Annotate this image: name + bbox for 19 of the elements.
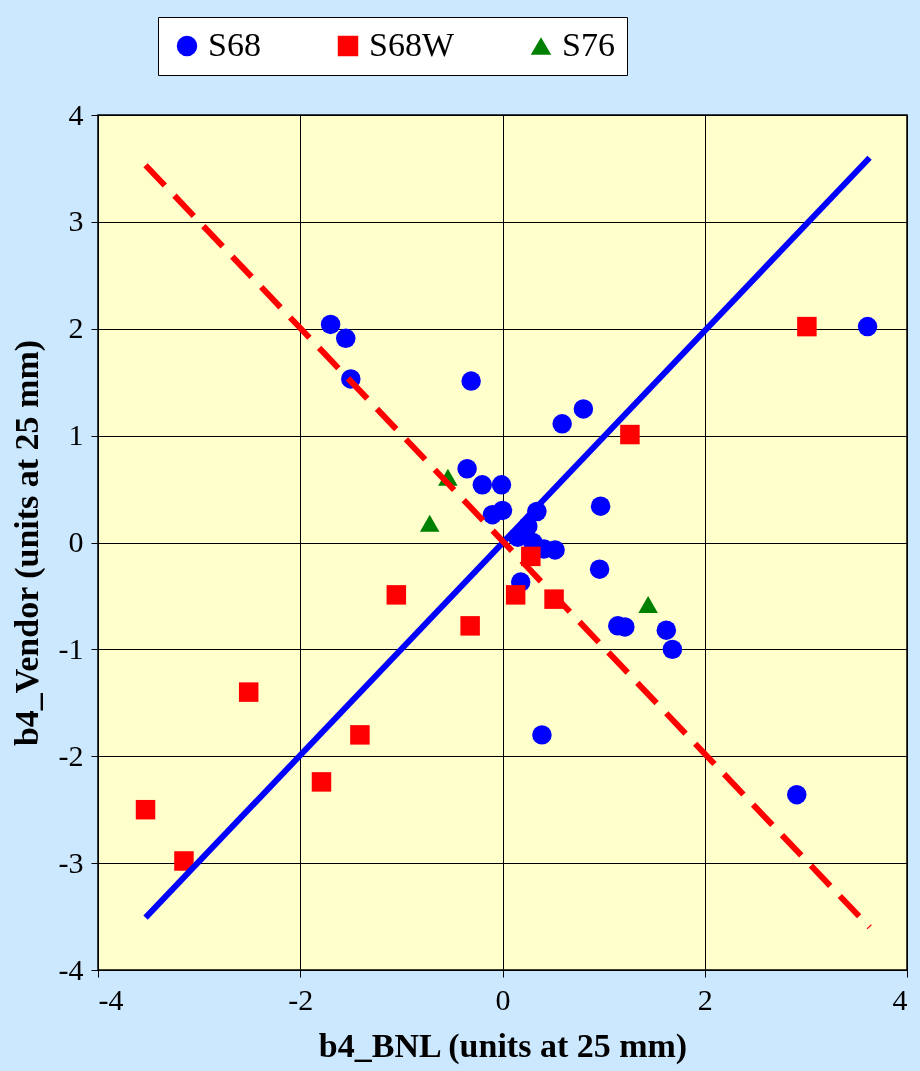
y-tick-label: -2 [58, 738, 84, 772]
y-tick-label: -1 [58, 631, 84, 665]
y-tick-label: 4 [68, 97, 84, 131]
y-tick-label: 1 [68, 418, 84, 452]
x-tick-label: 0 [495, 982, 511, 1016]
y-tick-label: 2 [68, 311, 84, 345]
x-tick-label: -4 [98, 982, 124, 1016]
legend-label: S68 [208, 26, 261, 63]
y-tick-label: 0 [68, 525, 84, 558]
x-tick-label: 4 [892, 982, 908, 1016]
x-axis-title: b4_BNL (units at 25 mm) [318, 1026, 688, 1065]
x-tick-label: -2 [288, 982, 314, 1016]
legend-label: S76 [562, 26, 615, 63]
y-tick-label: 3 [68, 204, 84, 238]
y-axis-title: b4_Vendor (units at 25 mm) [7, 339, 46, 747]
legend-label: S68W [369, 26, 455, 63]
y-tick-label: -3 [58, 845, 84, 879]
x-tick-label: 2 [697, 982, 713, 1016]
y-tick-label: -4 [58, 952, 84, 986]
